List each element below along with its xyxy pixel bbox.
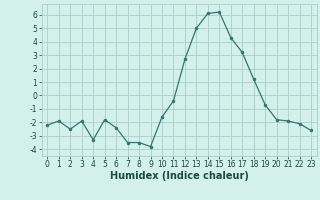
X-axis label: Humidex (Indice chaleur): Humidex (Indice chaleur): [110, 171, 249, 181]
